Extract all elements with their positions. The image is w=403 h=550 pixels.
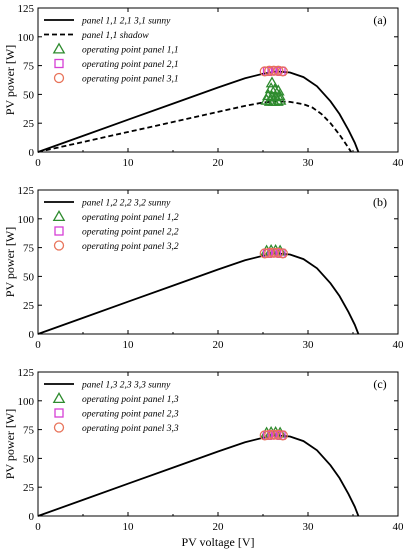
legend-label: panel 1,1 shadow	[81, 31, 149, 41]
y-tick-label: 50	[23, 89, 35, 101]
plot-frame	[37, 189, 399, 335]
series-markers-4	[259, 429, 288, 441]
chart-panel-2: 0 10 20 30 40 0 25 50 75 100 125 PV power [W] (b) pan…	[3, 185, 403, 351]
legend-label: operating point panel 1,1	[82, 46, 179, 56]
y-tick-label: 25	[23, 482, 35, 494]
triangle-marker	[271, 84, 285, 96]
y-tick-label: 100	[18, 32, 35, 44]
x-tick-label: 20	[213, 157, 225, 169]
circle-marker	[277, 430, 288, 441]
y-axis-title: PV power [W]	[3, 45, 17, 115]
series-line-1	[37, 252, 360, 335]
series-markers-3	[260, 76, 287, 106]
x-tick-label: 40	[393, 521, 403, 533]
legend-label: panel 1,2 2,2 3,2 sunny	[81, 199, 171, 209]
y-tick-label: 125	[18, 185, 35, 197]
circle-marker	[277, 248, 288, 259]
y-tick-label: 125	[18, 367, 35, 379]
y-tick-label: 25	[23, 118, 35, 130]
circle-marker	[273, 247, 284, 258]
triangle-marker	[268, 83, 282, 95]
x-tick-label: 10	[123, 157, 135, 169]
legend-label: operating point panel 1,3	[82, 395, 179, 405]
legend: panel 1,1 2,1 3,1 sunny panel 1,1 shadow o…	[44, 17, 179, 85]
y-tick-label: 0	[29, 511, 35, 523]
legend-triangle-marker	[52, 209, 66, 222]
legend-triangle-marker	[52, 42, 66, 54]
triangle-marker	[269, 90, 282, 102]
y-tick-label: 100	[18, 396, 35, 408]
y-axis-title: PV power [W]	[3, 227, 17, 297]
x-tick-label: 30	[303, 157, 315, 169]
legend-label: operating point panel 2,2	[82, 228, 179, 238]
x-tick-label: 30	[303, 339, 315, 351]
legend-label: operating point panel 3,2	[82, 242, 179, 252]
triangle-marker	[264, 82, 278, 94]
y-tick-label: 75	[23, 243, 35, 255]
x-tick-label: 40	[393, 157, 403, 169]
legend-square-marker	[54, 408, 64, 418]
x-tick-label: 20	[213, 339, 225, 351]
y-tick-label: 125	[18, 3, 35, 15]
legend-square-marker	[54, 58, 64, 69]
legend-label: panel 1,3 2,3 3,3 sunny	[81, 381, 171, 391]
x-tick-label: 10	[123, 339, 135, 351]
series-line-1	[37, 434, 360, 517]
series-markers-4	[259, 247, 288, 259]
panel-tag: (c)	[373, 377, 386, 391]
legend-label: operating point panel 1,2	[82, 213, 179, 223]
triangle-marker	[262, 89, 275, 101]
chart-panel-3: 0 10 20 30 40 0 25 50 75 100 125 PV power [W] PV vol…	[3, 367, 403, 549]
x-tick-label: 0	[35, 339, 41, 351]
circle-marker	[273, 429, 284, 440]
y-tick-label: 50	[23, 453, 35, 465]
x-tick-label: 0	[35, 157, 41, 169]
legend-circle-marker	[53, 240, 65, 251]
y-axis-title: PV power [W]	[3, 409, 17, 479]
circle-marker	[277, 66, 288, 77]
circle-marker	[273, 65, 284, 76]
legend: panel 1,2 2,2 3,2 sunny operating point p…	[44, 199, 179, 252]
y-tick-label: 75	[23, 425, 35, 437]
panel-tag: (b)	[373, 195, 387, 209]
x-axis-title: PV voltage [V]	[181, 535, 254, 549]
legend: panel 1,3 2,3 3,3 sunny operating point p…	[44, 381, 179, 434]
plot-frame	[37, 371, 399, 517]
legend-label: operating point panel 2,1	[82, 60, 179, 70]
x-tick-label: 10	[123, 521, 135, 533]
y-tick-label: 0	[29, 147, 35, 159]
x-tick-label: 30	[303, 521, 315, 533]
legend-square-marker	[54, 226, 64, 236]
legend-label: operating point panel 3,1	[82, 75, 179, 85]
legend-label: operating point panel 3,3	[82, 424, 179, 434]
series-line-2	[37, 100, 352, 153]
x-tick-label: 0	[35, 521, 41, 533]
y-tick-label: 100	[18, 214, 35, 226]
legend-label: panel 1,1 2,1 3,1 sunny	[81, 17, 171, 27]
legend-triangle-marker	[52, 391, 66, 404]
y-tick-label: 0	[29, 329, 35, 341]
chart-panel-1: 0 10 20 30 40 0 25 50 75 100 125 PV power [W] (a) pan…	[3, 3, 403, 169]
x-tick-label: 20	[213, 521, 225, 533]
y-tick-label: 25	[23, 300, 35, 312]
y-tick-label: 50	[23, 271, 35, 283]
legend-label: operating point panel 2,3	[82, 410, 179, 420]
triangle-marker	[265, 76, 279, 88]
y-tick-label: 75	[23, 61, 35, 73]
legend-circle-marker	[53, 72, 65, 84]
x-tick-label: 40	[393, 339, 403, 351]
series-markers-5	[259, 65, 288, 77]
panel-tag: (a)	[373, 13, 386, 27]
legend-circle-marker	[53, 422, 65, 433]
